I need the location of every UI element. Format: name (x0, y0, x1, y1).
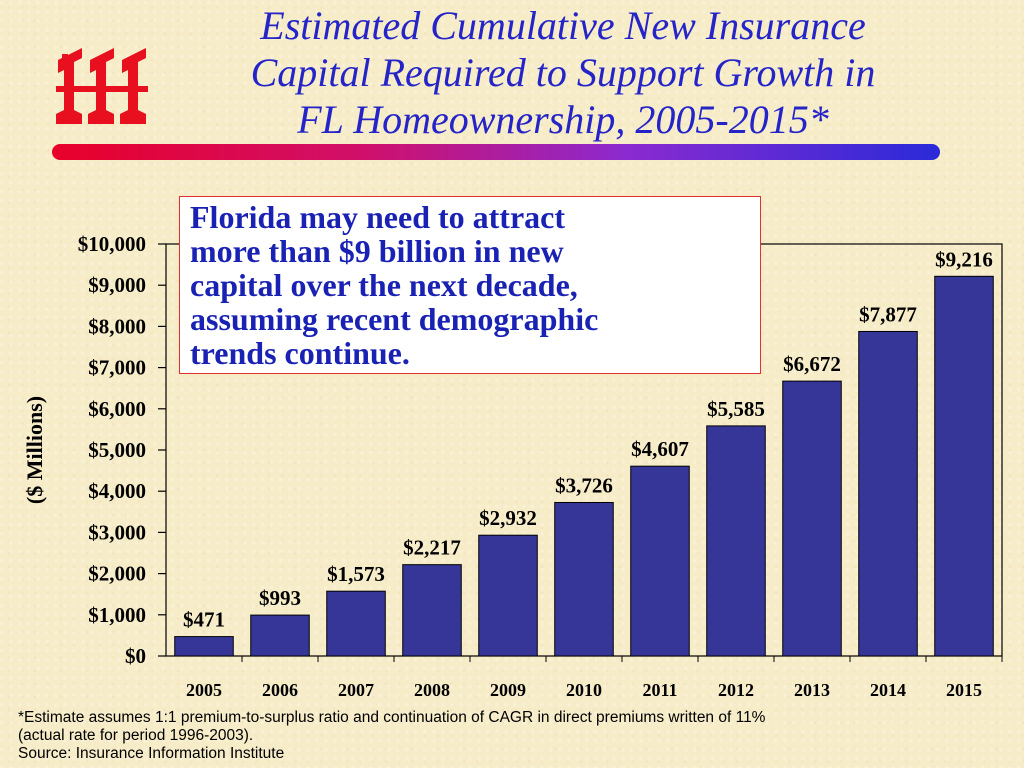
bar-value-label: $993 (259, 586, 301, 610)
bar (630, 465, 690, 657)
iii-logo-icon (56, 48, 148, 124)
callout-line: capital over the next decade, (190, 267, 578, 303)
callout-line: trends continue. (190, 335, 410, 371)
y-tick-label: $8,000 (88, 314, 146, 338)
footnote: *Estimate assumes 1:1 premium-to-surplus… (18, 709, 1008, 763)
bar-value-label: $2,932 (479, 506, 537, 530)
x-tick-label: 2006 (262, 680, 298, 700)
title-divider (52, 144, 940, 160)
y-tick-label: $7,000 (88, 356, 146, 380)
bar-value-label: $471 (183, 608, 225, 632)
y-tick-label: $1,000 (88, 603, 146, 627)
bar-value-label: $9,216 (935, 247, 993, 271)
y-tick-label: $4,000 (88, 479, 146, 503)
footnote-line: *Estimate assumes 1:1 premium-to-surplus… (18, 709, 766, 726)
title-line: Estimated Cumulative New Insurance (260, 3, 866, 48)
y-tick-label: $9,000 (88, 273, 146, 297)
y-tick-label: $3,000 (88, 520, 146, 544)
bar (934, 275, 994, 657)
x-tick-label: 2007 (338, 680, 374, 700)
callout-line: more than $9 billion in new (190, 233, 564, 269)
slide-title: Estimated Cumulative New Insurance Capit… (160, 2, 966, 143)
x-tick-label: 2013 (794, 680, 830, 700)
plot-area: $0 $1,000 $2,000 $3,000 $4,000 $5,000 $6,000 $7… (22, 232, 1003, 700)
bar-value-label: $3,726 (555, 473, 613, 497)
x-tick-label: 2009 (490, 680, 526, 700)
bar-value-label: $6,672 (783, 352, 841, 376)
x-tick-label: 2015 (946, 680, 982, 700)
bar (782, 380, 842, 657)
x-tick-label: 2014 (870, 680, 906, 700)
y-tick-label: $6,000 (88, 397, 146, 421)
bar-value-label: $4,607 (631, 437, 689, 461)
callout-line: assuming recent demographic (190, 301, 599, 337)
y-tick-label: $10,000 (78, 232, 146, 256)
bar (326, 590, 386, 657)
footnote-line: (actual rate for period 1996-2003). (18, 727, 254, 744)
title-line: Capital Required to Support Growth in (250, 50, 876, 95)
source-line: Source: Insurance Information Institute (18, 745, 285, 762)
y-tick-label: $5,000 (88, 438, 146, 462)
bar (478, 534, 538, 657)
x-tick-label: 2005 (186, 680, 222, 700)
bar (554, 501, 614, 657)
x-tick-label: 2008 (414, 680, 450, 700)
bar-value-label: $5,585 (707, 397, 765, 421)
title-line: FL Homeownership, 2005-2015* (297, 97, 829, 142)
x-tick-label: 2010 (566, 680, 602, 700)
bar-value-label: $1,573 (327, 562, 385, 586)
x-tick-label: 2012 (718, 680, 754, 700)
bar (402, 564, 462, 657)
bar (250, 614, 310, 657)
bar (174, 636, 234, 657)
callout-box: Florida may need to attract more than $9… (179, 196, 761, 374)
bar (858, 330, 918, 657)
x-tick-label: 2011 (642, 680, 677, 700)
y-tick-label: $2,000 (88, 562, 146, 586)
y-axis-label: ($ Millions) (22, 396, 47, 504)
bar (706, 425, 766, 657)
callout-line: Florida may need to attract (190, 199, 566, 235)
bar-value-label: $7,877 (859, 302, 917, 326)
y-tick-label: $0 (125, 644, 146, 668)
bar-value-label: $2,217 (403, 536, 461, 560)
